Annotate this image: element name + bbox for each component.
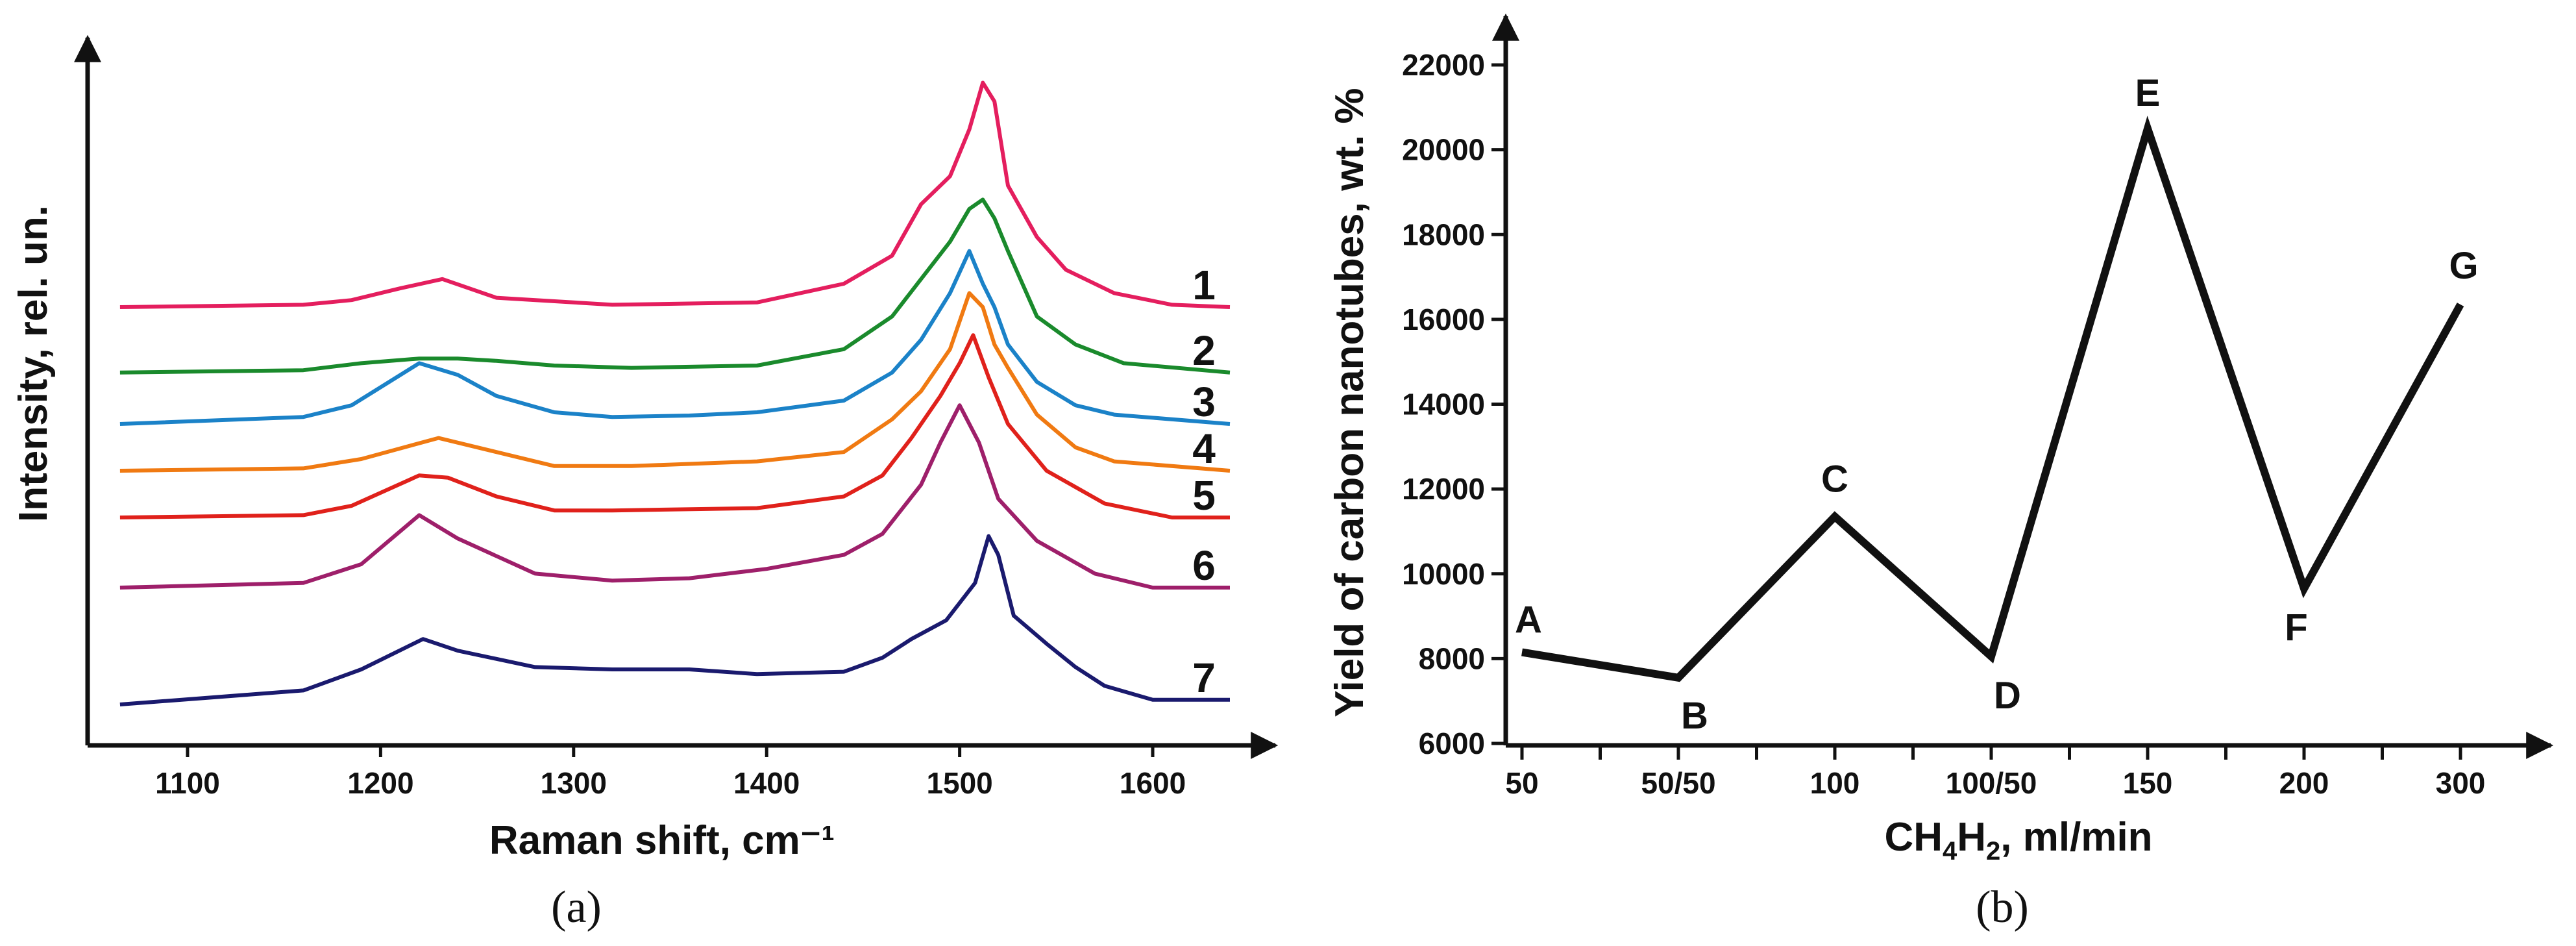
yield-x-tick-label: 300 <box>2436 766 2486 800</box>
yield-x-tick-label: 200 <box>2279 766 2329 800</box>
raman-series-label: 2 <box>1192 327 1216 374</box>
yield-y-tick-label: 16000 <box>1402 303 1485 336</box>
yield-y-axis-title: Yield of carbon nanotubes, wt. % <box>1327 88 1372 717</box>
yield-point-label-c: C <box>1821 458 1848 501</box>
raman-series-6 <box>119 403 1230 590</box>
raman-series-1 <box>119 81 1231 309</box>
raman-series-label: 4 <box>1192 425 1216 472</box>
panel-a-label: (a) <box>551 882 602 932</box>
yield-y-tick-label: 18000 <box>1402 218 1485 251</box>
yield-x-tick-label: 50 <box>1505 766 1538 800</box>
yield-x-tick-label: 50/50 <box>1641 766 1715 800</box>
raman-spectra-chart: 1100 1200 1300 1400 1500 1600 1 2 345 6 7 Raman s… <box>11 34 1279 932</box>
yield-point-label-a: A <box>1515 599 1542 641</box>
yield-y-tick-label: 22000 <box>1402 48 1485 82</box>
yield-point-label-f: F <box>2285 607 2307 649</box>
raman-series-7 <box>119 534 1230 706</box>
raman-series-label: 7 <box>1192 654 1216 701</box>
raman-x-tick-label: 1600 <box>1120 766 1186 800</box>
yield-y-tick-label: 6000 <box>1419 727 1485 760</box>
raman-series-label: 5 <box>1192 472 1216 519</box>
yield-y-tick-label: 10000 <box>1402 557 1485 591</box>
raman-series-2 <box>119 197 1231 375</box>
raman-y-axis-title: Intensity, rel. un. <box>11 205 56 522</box>
raman-x-tick-label: 1200 <box>347 766 413 800</box>
yield-point-label-e: E <box>2135 72 2161 114</box>
raman-series-label: 1 <box>1192 262 1216 308</box>
raman-x-tick-label: 1500 <box>926 766 992 800</box>
raman-x-axis-title: Raman shift, cm⁻¹ <box>489 818 835 863</box>
yield-y-tick-label: 20000 <box>1402 133 1485 167</box>
raman-x-tick-label: 1400 <box>733 766 800 800</box>
yield-series-line <box>1521 116 2464 682</box>
yield-x-tick-label: 100 <box>1810 766 1860 800</box>
yield-x-axis-title: CH4H2, ml/min <box>1884 815 2152 865</box>
yield-point-label-b: B <box>1681 695 1708 737</box>
raman-x-tick-label: 1100 <box>155 766 220 800</box>
yield-x-tick-label: 150 <box>2123 766 2173 800</box>
raman-series-3 <box>119 249 1231 426</box>
yield-x-tick-label: 100/50 <box>1946 766 2037 800</box>
raman-x-tick-label: 1300 <box>541 766 607 800</box>
yield-y-tick-label: 8000 <box>1419 641 1485 675</box>
raman-series-label: 3 <box>1192 379 1216 425</box>
raman-series-label: 6 <box>1192 542 1216 589</box>
cnt-yield-chart: 6000 8000 10000 12000 14000 16000 18000 20000 22… <box>1327 13 2554 932</box>
raman-series-5 <box>119 333 1230 519</box>
raman-series-4 <box>119 291 1231 473</box>
yield-y-tick-label: 12000 <box>1402 472 1485 506</box>
yield-y-tick-label: 14000 <box>1402 388 1485 421</box>
panel-b-label: (b) <box>1976 882 2029 932</box>
yield-point-label-d: D <box>1994 675 2021 717</box>
yield-point-label-g: G <box>2449 245 2478 287</box>
